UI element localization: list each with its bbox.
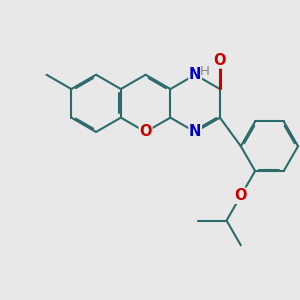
Text: H: H — [200, 65, 209, 78]
Text: O: O — [214, 53, 226, 68]
Text: N: N — [189, 124, 201, 140]
Text: N: N — [189, 67, 201, 82]
Text: O: O — [235, 188, 247, 203]
Text: O: O — [140, 124, 152, 140]
